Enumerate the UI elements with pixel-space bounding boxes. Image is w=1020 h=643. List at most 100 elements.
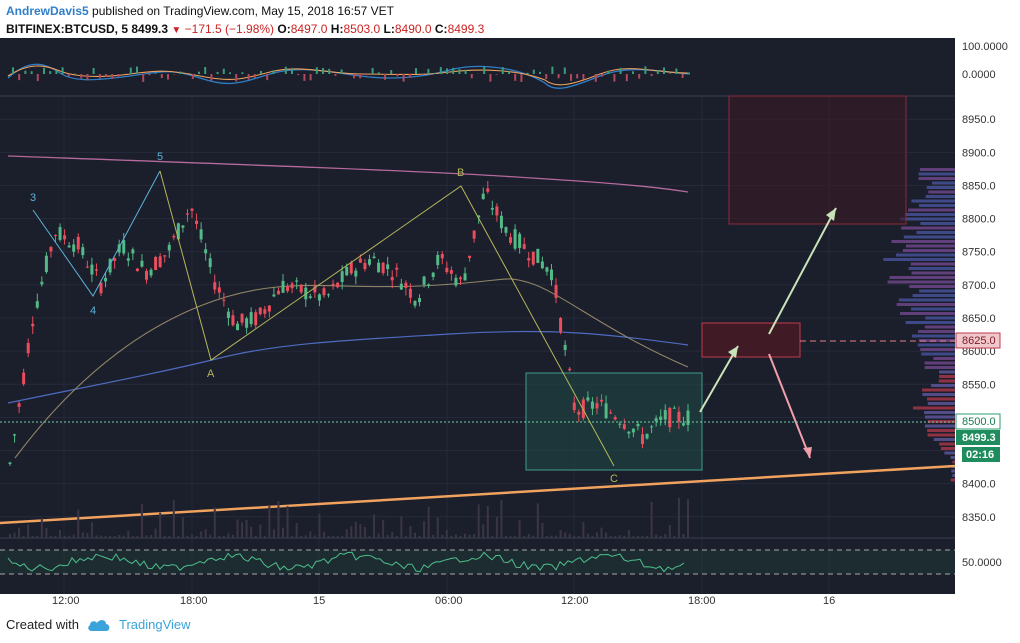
osc-hist-bar xyxy=(371,67,374,74)
price-chart[interactable]: 100.0000 0.0000 3 4 5 A B C 8350.0 8400.0… xyxy=(0,38,1020,610)
volume-bar xyxy=(491,535,494,538)
osc-hist-bar xyxy=(266,74,269,81)
osc-hist-bar xyxy=(520,74,523,82)
candle-body xyxy=(618,423,622,425)
volume-bar xyxy=(664,533,667,538)
volume-bar xyxy=(386,534,389,538)
volume-bar xyxy=(582,522,585,538)
osc-hist-bar xyxy=(98,74,101,79)
candle-body xyxy=(240,313,244,323)
volume-profile-bar xyxy=(922,388,955,392)
volume-profile-bar xyxy=(925,316,955,320)
volume-bar xyxy=(140,504,143,538)
candle-body xyxy=(213,282,217,290)
osc-hist-bar xyxy=(43,67,45,74)
arrow-down xyxy=(768,353,811,459)
osc-top-label: 100.0000 xyxy=(962,41,1008,53)
candle-body xyxy=(663,410,667,420)
candle-body xyxy=(399,283,403,290)
volume-bar xyxy=(559,530,562,538)
candle-body xyxy=(167,244,171,251)
osc-hist-bar xyxy=(111,74,114,79)
volume-profile-bar xyxy=(909,285,955,288)
volume-bar xyxy=(127,531,130,538)
open-value: 8497.0 xyxy=(290,22,328,36)
volume-bar xyxy=(614,535,617,538)
osc-hist-bar xyxy=(204,66,207,74)
volume-profile-bar xyxy=(933,438,955,441)
volume-profile-bar xyxy=(927,433,955,437)
volume-bar xyxy=(445,529,448,538)
volume-profile-bar xyxy=(927,402,955,405)
volume-bar xyxy=(54,535,57,538)
volume-profile-bar xyxy=(920,348,955,351)
candle-body xyxy=(322,288,326,296)
osc-hist-bar xyxy=(433,72,436,74)
candle-body xyxy=(431,272,435,277)
price-tick-label: 8900.0 xyxy=(962,147,996,159)
volume-profile-bar xyxy=(911,307,955,311)
candle-body xyxy=(540,261,544,269)
tradingview-brand[interactable]: TradingView xyxy=(118,617,191,632)
candle-body xyxy=(354,270,358,277)
price-axis xyxy=(955,38,1020,594)
badge-countdown-text: 02:16 xyxy=(966,449,994,461)
author-link[interactable]: AndrewDavis5 xyxy=(6,4,89,18)
volume-bar xyxy=(90,522,93,538)
volume-bar xyxy=(400,516,403,538)
price-tick-label: 8950.0 xyxy=(962,114,996,126)
time-label: 16 xyxy=(823,595,835,607)
candle-body xyxy=(549,269,553,281)
volume-bar xyxy=(464,533,467,538)
volume-bar xyxy=(586,533,589,538)
candle-body xyxy=(31,323,35,327)
candle-body xyxy=(381,262,385,274)
ma-200 xyxy=(7,155,689,193)
volume-bar xyxy=(295,523,298,538)
candle-body xyxy=(577,411,581,415)
candle-body xyxy=(609,412,613,414)
volume-bar xyxy=(436,517,439,538)
volume-profile-bar xyxy=(939,442,955,446)
candle-body xyxy=(317,294,321,301)
volume-bar xyxy=(304,535,307,538)
candle-body xyxy=(404,282,408,288)
volume-bar xyxy=(391,531,394,538)
candle-body xyxy=(377,262,381,273)
candle-body xyxy=(308,296,312,298)
volume-profile-bar xyxy=(905,321,955,324)
volume-bar xyxy=(550,535,553,538)
osc-hist-bar xyxy=(625,74,628,82)
volume-bar xyxy=(59,530,62,538)
volume-bar xyxy=(22,535,25,538)
osc-hist-bar xyxy=(446,68,448,74)
close-label: C: xyxy=(434,22,448,36)
volume-bar xyxy=(641,535,644,538)
osc-hist-bar xyxy=(396,74,399,77)
candle-body xyxy=(76,236,80,250)
osc-hist-bar xyxy=(297,74,300,76)
price-tick-label: 8350.0 xyxy=(962,512,996,524)
volume-bar xyxy=(300,536,303,538)
candle-body xyxy=(554,285,558,298)
volume-bar xyxy=(687,499,689,538)
volume-profile-bar xyxy=(887,280,955,284)
bottom-oscillator-pane: 50.0000 xyxy=(0,537,1002,575)
candle-body xyxy=(367,259,371,265)
osc-hist-bar xyxy=(18,74,21,81)
osc-hist-bar xyxy=(483,66,486,74)
osc-hist-bar xyxy=(675,68,678,74)
volume-bar xyxy=(627,530,630,538)
volume-profile-bar xyxy=(883,258,955,261)
osc-hist-bar xyxy=(191,74,194,80)
osc-hist-bar xyxy=(198,71,200,74)
candle-body xyxy=(536,248,540,263)
volume-bar xyxy=(409,526,412,538)
volume-profile-bar xyxy=(924,415,955,419)
volume-profile-bar xyxy=(912,294,955,297)
volume-bar xyxy=(545,535,548,538)
osc-hist-bar xyxy=(508,71,510,74)
projection-arrows xyxy=(699,207,837,459)
candle-body xyxy=(295,280,299,282)
volume-profile-bar xyxy=(924,366,955,369)
